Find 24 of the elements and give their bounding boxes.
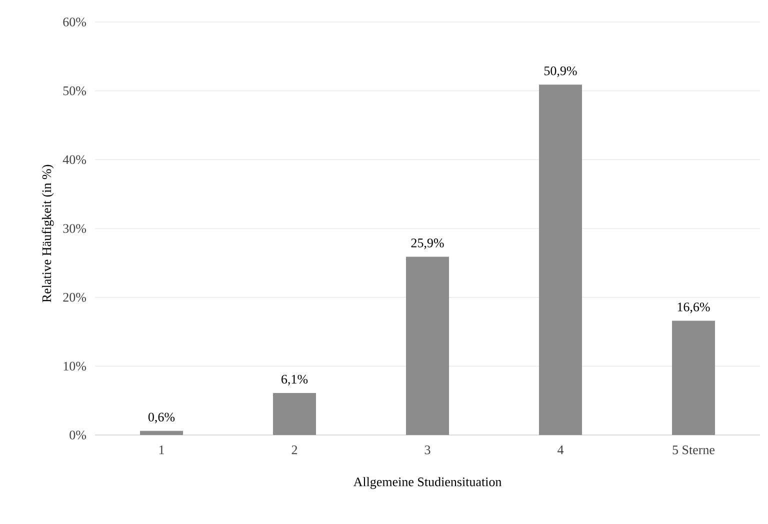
x-tick-label: 4: [558, 446, 564, 454]
x-tick-label: 1: [159, 446, 164, 454]
y-tick-label: 60%: [63, 18, 86, 26]
y-tick-label: 40%: [62, 155, 86, 164]
data-label: 25,9%: [411, 238, 444, 250]
data-label: 0,6%: [148, 412, 175, 424]
x-axis-title: Allgemeine Studiensituation: [353, 477, 502, 489]
x-tick-label: 3: [424, 446, 430, 454]
data-label: 16,6%: [678, 302, 710, 314]
bar: [406, 256, 450, 435]
y-tick-label: 30%: [63, 224, 86, 233]
bar: [273, 393, 316, 435]
bar: [140, 430, 183, 435]
x-tick-label: 2: [292, 446, 298, 454]
bar: [539, 84, 582, 435]
bar: [672, 320, 716, 435]
y-axis-title: Relative Häufigkeit (in %): [42, 164, 54, 302]
y-tick-label: 20%: [63, 292, 86, 302]
data-label: 50,9%: [544, 66, 577, 78]
y-tick-label: 50%: [63, 86, 86, 96]
y-tick-label: 10%: [64, 362, 86, 371]
x-tick-label: 5 Sterne: [672, 446, 715, 454]
y-tick-label: 0%: [70, 430, 86, 440]
data-label: 6,1%: [282, 374, 308, 386]
